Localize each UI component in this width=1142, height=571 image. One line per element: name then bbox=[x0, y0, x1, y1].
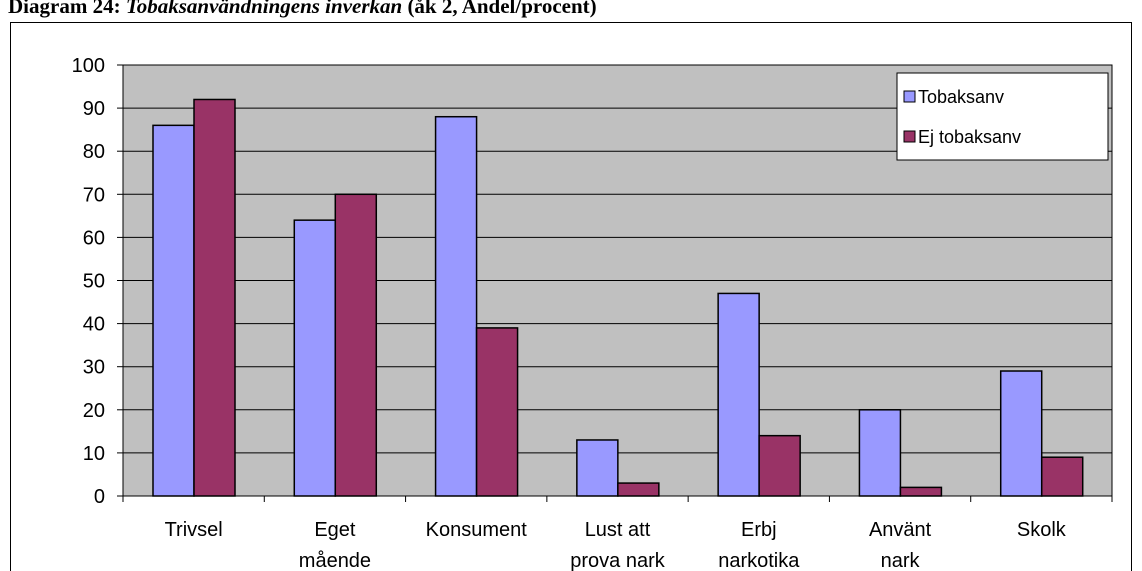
x-tick-label: Eget bbox=[314, 519, 356, 541]
bar bbox=[858, 409, 902, 497]
bar bbox=[617, 482, 660, 497]
y-tick-label: 50 bbox=[83, 271, 105, 293]
bar bbox=[193, 98, 236, 497]
y-tick-label: 100 bbox=[72, 55, 105, 77]
bar bbox=[1040, 456, 1084, 497]
bar bbox=[717, 292, 760, 497]
y-tick-label: 80 bbox=[83, 141, 105, 163]
y-tick-label: 60 bbox=[83, 227, 105, 249]
x-tick-label: narkotika bbox=[718, 550, 800, 571]
y-tick-label: 10 bbox=[83, 443, 105, 465]
x-tick-label: nark bbox=[881, 550, 921, 571]
x-tick-label: Använt bbox=[869, 519, 932, 541]
bar bbox=[152, 124, 195, 497]
y-tick-label: 30 bbox=[83, 357, 105, 379]
legend-swatch bbox=[903, 130, 916, 143]
x-tick-label: prova nark bbox=[570, 550, 665, 571]
x-tick-label: Trivsel bbox=[165, 519, 223, 541]
bar bbox=[899, 486, 943, 497]
title-part: Diagram 24: bbox=[8, 0, 126, 18]
bar bbox=[334, 193, 378, 497]
bar bbox=[576, 439, 619, 497]
legend bbox=[896, 72, 1109, 161]
bar bbox=[293, 219, 337, 497]
y-tick-label: 90 bbox=[83, 98, 105, 120]
bar bbox=[999, 370, 1043, 497]
chart-title: Diagram 24: Tobaksanvändningens inverkan… bbox=[8, 0, 597, 18]
x-tick-label: Skolk bbox=[1017, 519, 1067, 541]
title-part: (åk 2, Andel/procent) bbox=[402, 0, 596, 18]
x-tick-label: Lust att bbox=[585, 519, 651, 541]
y-tick-label: 40 bbox=[83, 314, 105, 336]
y-tick-label: 0 bbox=[94, 486, 105, 508]
bar bbox=[758, 434, 801, 497]
x-tick-label: Erbj bbox=[741, 519, 777, 541]
x-tick-label: mående bbox=[299, 550, 371, 571]
bar bbox=[475, 327, 519, 497]
y-tick-label: 20 bbox=[83, 400, 105, 422]
legend-label: Ej tobaksanv bbox=[918, 127, 1021, 147]
x-tick-label: Konsument bbox=[426, 519, 528, 541]
title-part: Tobaksanvändningens inverkan bbox=[126, 0, 402, 18]
legend-label: Tobaksanv bbox=[918, 87, 1004, 107]
bar bbox=[434, 115, 478, 497]
legend-swatch bbox=[903, 90, 916, 103]
y-tick-label: 70 bbox=[83, 184, 105, 206]
